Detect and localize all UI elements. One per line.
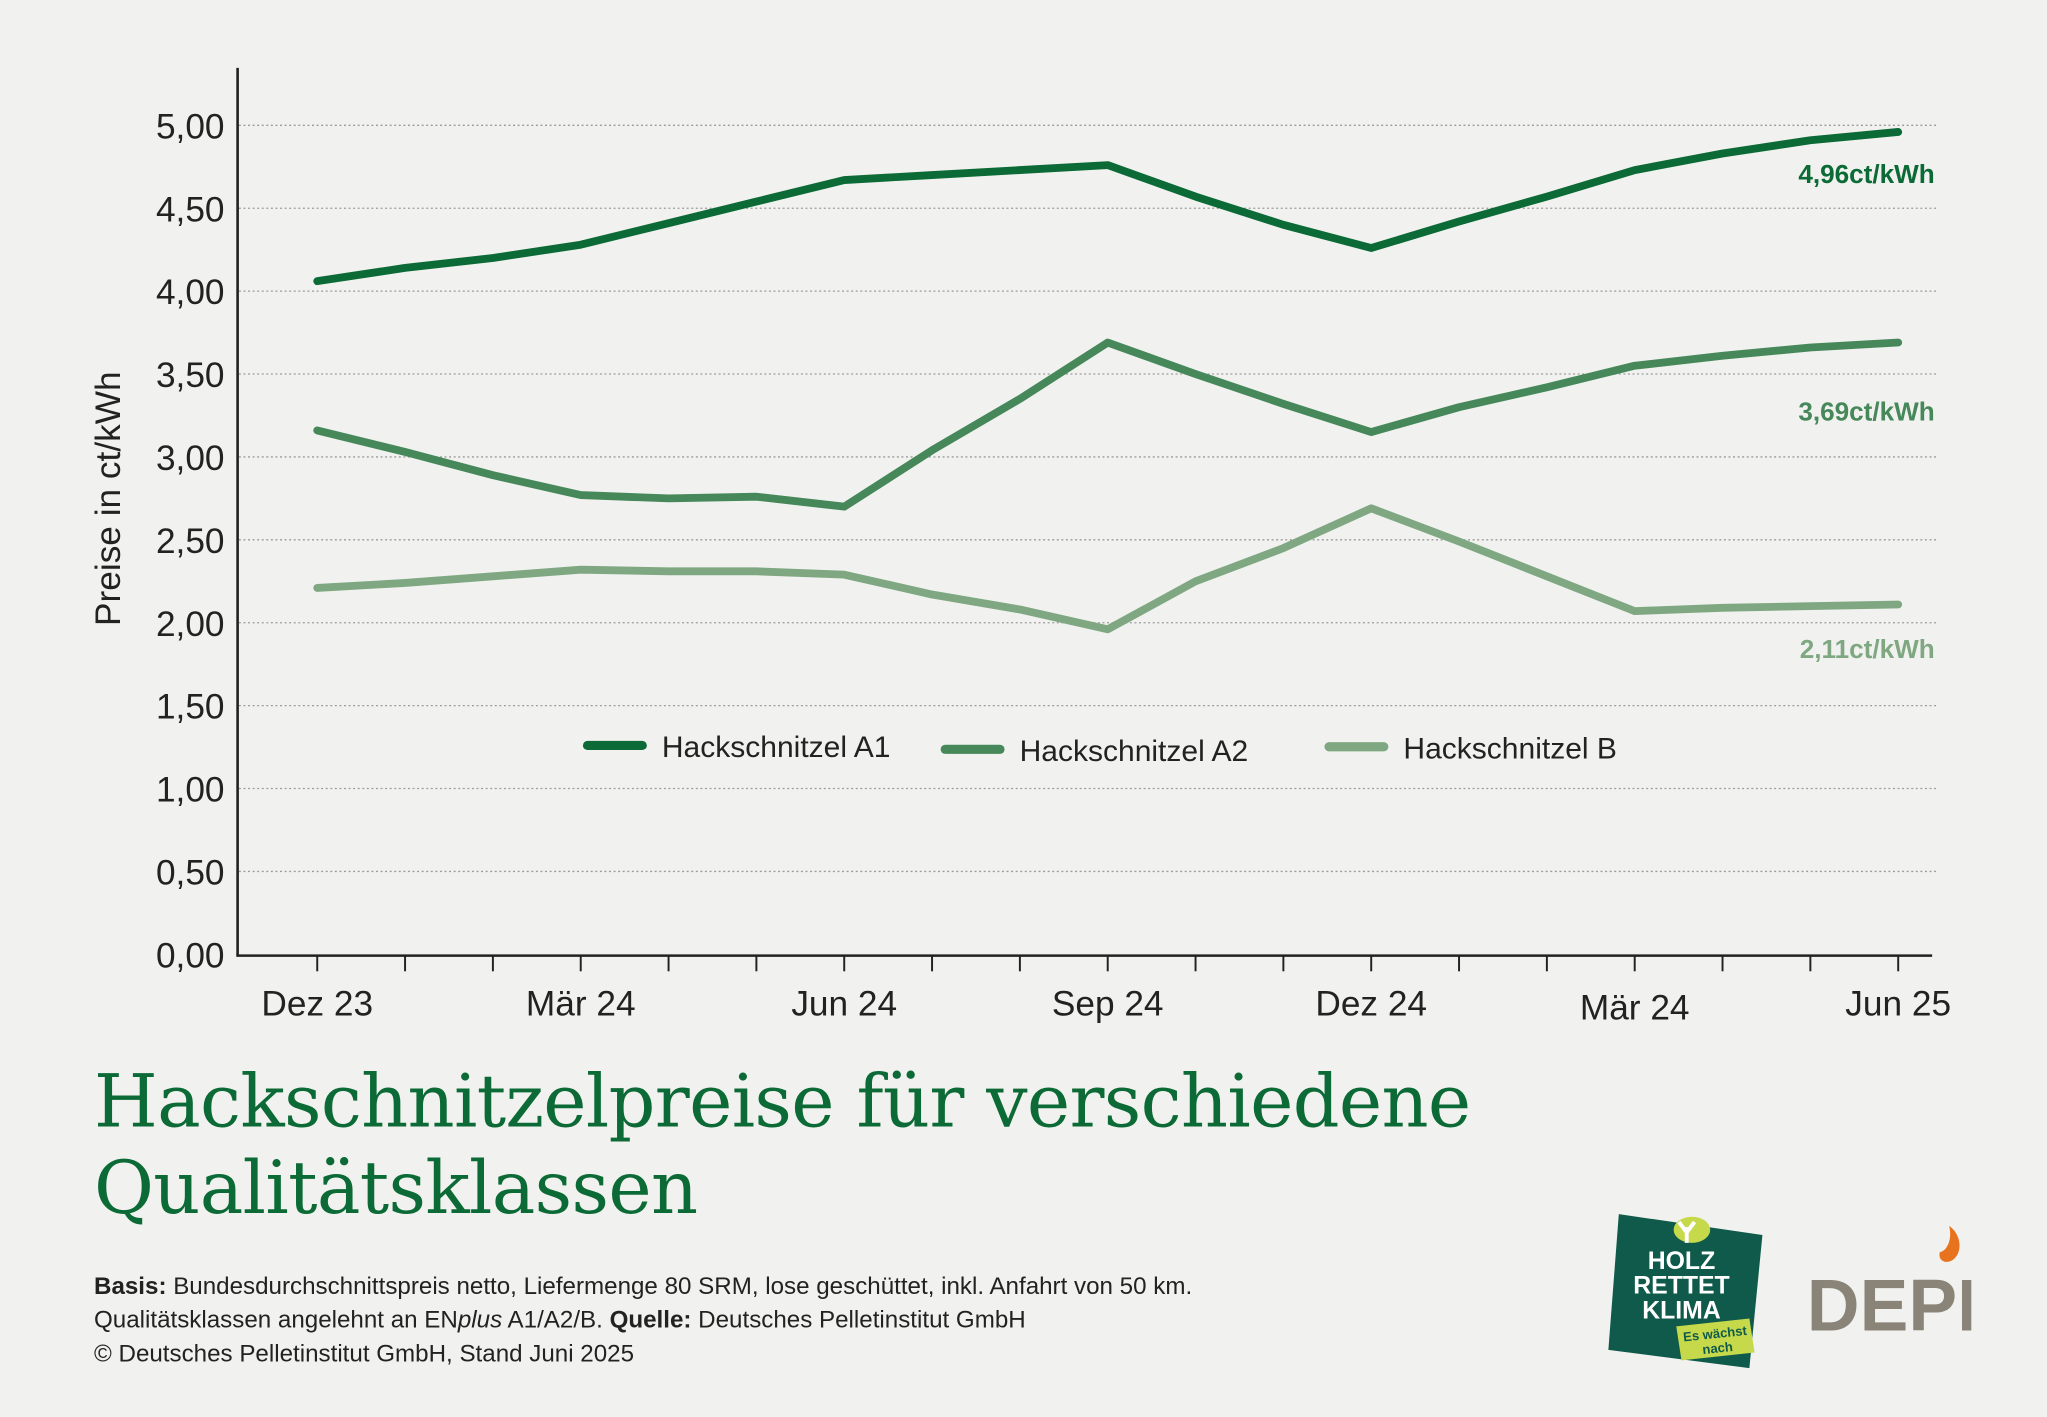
y-tick-label: 1,50 <box>156 688 225 727</box>
svg-text:Es wächst: Es wächst <box>1682 1323 1748 1345</box>
end-value-label: 3,69ct/kWh <box>1798 396 1934 426</box>
svg-text:RETTET: RETTET <box>1633 1273 1729 1300</box>
y-tick-label: 2,50 <box>156 522 225 561</box>
legend-item: Hackschnitzel A1 <box>582 731 891 764</box>
y-tick-label: 3,00 <box>156 439 225 478</box>
holz-rettet-klima-logo: HOLZ RETTET KLIMA Es wächst nach <box>1608 1214 1763 1369</box>
basis-label: Basis: <box>93 1271 167 1299</box>
x-tick-label: Dez 23 <box>261 985 373 1024</box>
y-tick-label: 0,00 <box>156 936 225 975</box>
y-axis-label: Preise in ct/kWh <box>89 371 128 626</box>
source-text: Deutsches Pelletinstitut GmbH <box>691 1305 1026 1333</box>
y-tick-label: 4,00 <box>156 273 225 312</box>
x-tick-label: Mär 24 <box>526 985 636 1024</box>
legend: Hackschnitzel A1 Hackschnitzel A2 Hackschn… <box>582 731 1617 768</box>
x-tick-label: Dez 24 <box>1315 985 1427 1024</box>
source-label: Quelle: <box>609 1305 692 1333</box>
svg-text:HOLZ: HOLZ <box>1648 1248 1716 1275</box>
y-tick-label: 3,50 <box>156 356 225 395</box>
y-tick-label: 2,00 <box>156 605 225 644</box>
y-tick-label: 0,50 <box>156 853 225 892</box>
series-lines: 4,96ct/kWh 3,69ct/kWh 2,11ct/kWh <box>313 128 1935 664</box>
footnote: Basis: Bundesdurchschnittspreis netto, L… <box>94 1269 1373 1371</box>
basis-text-2: A1/A2/B. <box>502 1305 610 1333</box>
enplus-italic: plus <box>457 1305 503 1333</box>
x-axis-ticks: Dez 23 Mär 24 Jun 24 Sep 24 Dez 24 Mär 24 Jun … <box>261 955 1951 1028</box>
svg-text:KLIMA: KLIMA <box>1642 1298 1721 1325</box>
end-value-label: 2,11ct/kWh <box>1800 634 1935 664</box>
svg-text:nach: nach <box>1702 1339 1734 1357</box>
y-axis-ticks: 0,00 0,50 1,00 1,50 2,00 2,50 3,00 3,50 4,00 4,50… <box>156 107 225 975</box>
x-tick-label: Jun 25 <box>1845 985 1951 1024</box>
chart-title: Hackschnitzelpreise für verschiedene Qua… <box>93 1060 1471 1232</box>
legend-label: Hackschnitzel A2 <box>1020 735 1249 768</box>
legend-label: Hackschnitzel B <box>1403 732 1617 765</box>
x-tick-label: Mär 24 <box>1580 989 1690 1028</box>
series-line-3 <box>313 504 1903 634</box>
y-tick-label: 1,00 <box>156 771 225 810</box>
depi-logo: DEPI <box>1807 1225 1971 1345</box>
line-chart: 0,00 0,50 1,00 1,50 2,00 2,50 3,00 3,50 4,00 4,50… <box>89 67 1951 1028</box>
x-tick-label: Sep 24 <box>1052 985 1164 1024</box>
legend-item: Hackschnitzel B <box>1324 732 1617 765</box>
series-line-1 <box>313 128 1903 286</box>
end-value-label: 4,96ct/kWh <box>1798 159 1934 189</box>
series-line-2 <box>313 338 1903 511</box>
legend-label: Hackschnitzel A1 <box>662 731 891 764</box>
y-tick-label: 4,50 <box>156 190 225 229</box>
svg-text:DEPI: DEPI <box>1807 1265 1971 1344</box>
legend-item: Hackschnitzel A2 <box>940 735 1249 768</box>
x-tick-label: Jun 24 <box>791 985 897 1024</box>
basis-text: Bundesdurchschnittspreis netto, Lieferme… <box>93 1271 1193 1333</box>
copyright: © Deutsches Pelletinstitut GmbH, Stand J… <box>93 1339 635 1367</box>
y-tick-label: 5,00 <box>156 107 225 146</box>
